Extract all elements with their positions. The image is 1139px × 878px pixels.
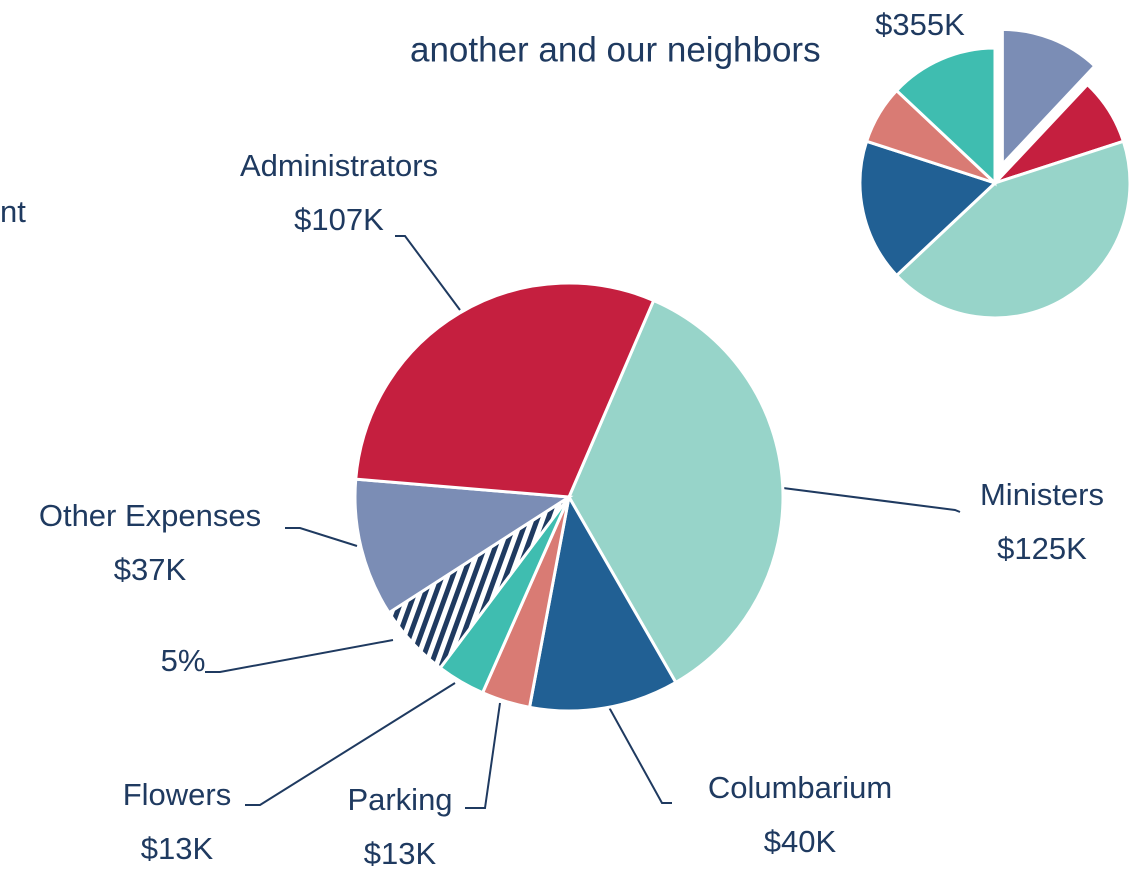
leader-lines [205,235,961,809]
slice-label: Parking [347,782,452,817]
slice-value-label: $125K [997,531,1087,566]
slice-value-label: $40K [764,824,837,859]
slice-value-label: $13K [364,836,437,871]
pie-slice [858,139,998,278]
slice-label: Administrators [240,148,438,183]
slice-label: Flowers [123,777,232,812]
pie-slice [1000,27,1097,169]
slice-label: Ministers [980,477,1104,512]
heading-fragment: nt [0,194,26,229]
slice-label: Other Expenses [39,498,261,533]
slice-label: Columbarium [708,770,892,805]
pie-slice [894,46,997,187]
pie-slice [354,281,656,499]
pie-slice [527,492,678,713]
slice-value-label: $107K [294,202,384,237]
heading: another and our neighbors [410,30,821,69]
slice-value-label: $37K [114,552,187,587]
slice-value-label: 5% [161,643,206,678]
pie-slice [894,139,1132,320]
slice-value-label: $13K [141,831,214,866]
pie-slice [353,477,574,615]
pie-total: $355K [875,7,965,42]
